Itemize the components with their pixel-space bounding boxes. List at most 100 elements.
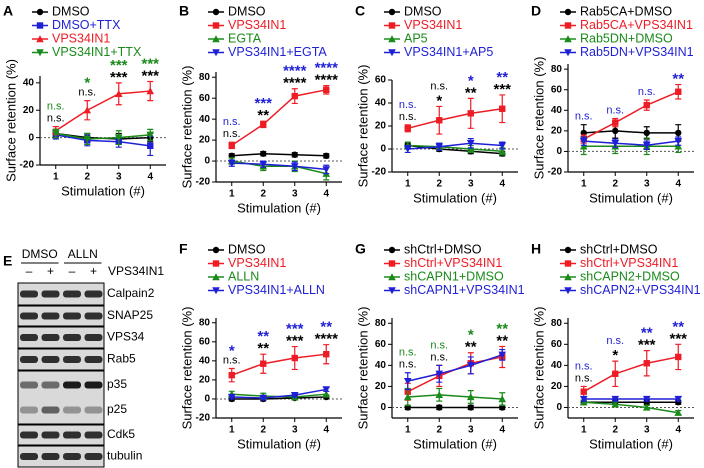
significance-label: *** xyxy=(286,333,304,350)
marker xyxy=(436,404,443,411)
group-label: DMSO xyxy=(22,247,58,261)
marker xyxy=(212,35,220,43)
band xyxy=(84,334,103,341)
legend-label: EGTA xyxy=(228,31,262,45)
significance-label: *** xyxy=(141,55,159,72)
legend-label: DMSO+TTX xyxy=(52,18,121,32)
legend-label: DMSO xyxy=(228,4,266,18)
marker xyxy=(435,143,444,151)
legend-label: Rab5DN+VPS34IN1 xyxy=(580,45,694,59)
significance-label: * xyxy=(229,342,235,359)
band xyxy=(84,381,103,389)
marker xyxy=(291,151,298,158)
panel-label: G xyxy=(355,241,366,257)
y-axis-label: Surface retention (%) xyxy=(531,57,546,180)
significance-label: ** xyxy=(257,340,269,357)
marker xyxy=(36,35,44,43)
significance-label: n.s. xyxy=(638,86,656,98)
marker xyxy=(675,88,682,95)
significance-label: n.s. xyxy=(575,372,593,384)
band xyxy=(84,431,103,439)
marker xyxy=(643,360,650,367)
significance-label: ** xyxy=(320,319,332,336)
marker xyxy=(51,130,60,138)
marker xyxy=(643,129,650,137)
sign-label: – xyxy=(26,264,33,278)
marker xyxy=(212,260,220,267)
significance-label: **** xyxy=(283,75,307,92)
marker xyxy=(611,400,620,408)
band xyxy=(41,453,60,460)
x-axis-label: Stimulation (#) xyxy=(413,436,497,451)
band xyxy=(84,290,103,298)
x-tick-label: 3 xyxy=(116,172,122,183)
marker xyxy=(580,388,587,395)
marker xyxy=(322,166,331,174)
band xyxy=(20,356,38,363)
y-tick-label: 0 xyxy=(380,402,386,413)
x-tick-label: 2 xyxy=(260,425,266,436)
y-tick-label: 0 xyxy=(380,144,386,155)
x-tick-label: 4 xyxy=(499,425,505,436)
series-line xyxy=(55,134,151,147)
marker xyxy=(388,260,396,267)
band xyxy=(84,356,103,363)
marker xyxy=(83,106,92,114)
panel-label: B xyxy=(179,3,189,19)
x-tick-label: 4 xyxy=(499,179,505,190)
marker xyxy=(36,8,44,16)
marker xyxy=(612,370,619,377)
marker xyxy=(675,129,682,137)
significance-label: *** xyxy=(110,69,128,86)
marker xyxy=(564,260,572,267)
y-tick-label: 40 xyxy=(375,360,387,371)
significance-label: * xyxy=(436,92,442,109)
x-tick-label: 4 xyxy=(675,425,681,436)
x-tick-label: 3 xyxy=(644,179,650,190)
x-tick-label: 1 xyxy=(229,189,235,200)
marker xyxy=(259,394,268,402)
band xyxy=(84,406,103,414)
marker xyxy=(611,140,620,147)
x-tick-label: 1 xyxy=(581,179,587,190)
marker xyxy=(228,142,235,149)
x-tick-label: 4 xyxy=(675,179,681,190)
marker xyxy=(579,142,588,150)
marker xyxy=(146,131,155,139)
significance-label: *** xyxy=(669,330,687,347)
series-line xyxy=(583,356,679,393)
marker xyxy=(466,393,475,401)
band xyxy=(41,312,60,320)
legend-label: shCAPN2+VPS34IN1 xyxy=(580,283,701,297)
marker xyxy=(674,142,683,150)
series-line xyxy=(231,162,327,171)
blot-box xyxy=(17,370,105,425)
sign-label: + xyxy=(90,264,97,278)
x-tick-label: 3 xyxy=(468,425,474,436)
panel-label: H xyxy=(531,241,541,257)
legend-label: shCtrl+DMSO xyxy=(580,242,658,256)
x-axis-label: Stimulation (#) xyxy=(237,200,321,215)
y-tick-label: 20 xyxy=(375,121,387,132)
marker xyxy=(564,8,572,16)
band xyxy=(41,356,60,363)
group-label: ALLN xyxy=(68,247,98,261)
significance-label: n.s. xyxy=(399,99,417,111)
legend-label: VPS34IN1 xyxy=(52,31,110,45)
significance-label: **** xyxy=(283,63,307,80)
marker xyxy=(403,377,412,385)
x-tick-label: 2 xyxy=(612,179,618,190)
x-tick-label: 1 xyxy=(229,425,235,436)
x-tick-label: 1 xyxy=(405,179,411,190)
significance-label: *** xyxy=(286,321,304,338)
marker xyxy=(435,370,444,378)
series-line xyxy=(231,89,327,146)
marker xyxy=(466,145,475,153)
y-tick-label: 60 xyxy=(375,75,387,86)
y-tick-label: 20 xyxy=(23,105,35,116)
legend-label: shCAPN1+VPS34IN1 xyxy=(404,283,525,297)
marker xyxy=(322,390,331,398)
y-tick-label: 40 xyxy=(375,98,387,109)
significance-label: n.s. xyxy=(575,111,593,123)
